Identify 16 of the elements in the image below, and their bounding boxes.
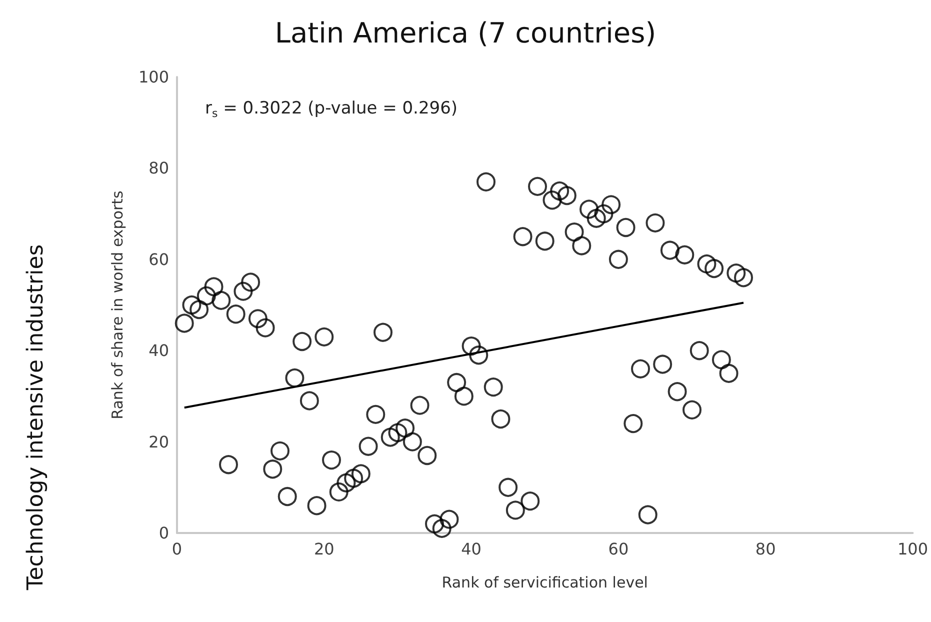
y-axis-title: Rank of share in world exports [108, 190, 126, 420]
chart-title: Latin America (7 countries) [274, 16, 656, 50]
x-tick-label: 20 [314, 540, 334, 558]
y-tick-label: 80 [148, 158, 169, 178]
x-axis-title: Rank of servicification level [442, 574, 648, 592]
y-tick-label: 20 [148, 432, 169, 452]
y-tick-label: 0 [158, 524, 169, 542]
x-tick-label: 100 [897, 540, 928, 558]
x-tick-label: 0 [172, 540, 182, 558]
y-tick-label: 60 [148, 250, 169, 269]
text: Technology intensive industries [24, 244, 48, 591]
y-tick-label: 40 [148, 341, 169, 360]
x-tick-label: 40 [461, 540, 482, 558]
x-tick-label: 60 [608, 540, 629, 558]
y-tick-label: 100 [138, 68, 169, 86]
x-tick-label: 80 [755, 540, 776, 558]
